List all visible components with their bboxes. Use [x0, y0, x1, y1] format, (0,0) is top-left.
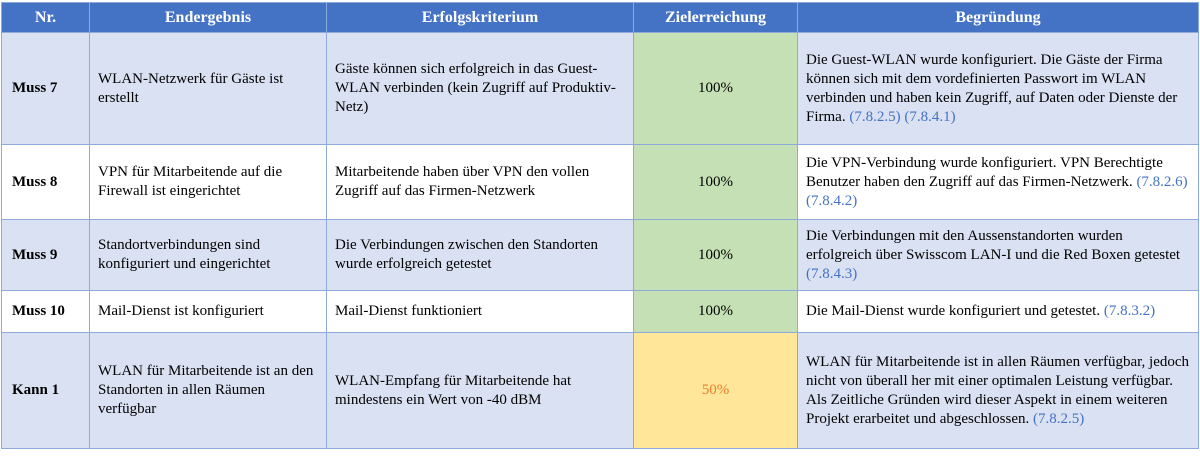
header-nr: Nr.	[1, 2, 90, 33]
row-reason: WLAN für Mitarbeitende ist in allen Räum…	[806, 353, 1190, 427]
row-result: VPN für Mitarbeitende auf die Firewall i…	[89, 144, 327, 220]
row-reason: Die Verbindungen mit den Aussenstandorte…	[806, 227, 1181, 263]
row-reason-cell: Die Guest-WLAN wurde konfiguriert. Die G…	[797, 32, 1199, 145]
row-references: (7.8.2.5)	[1033, 410, 1085, 427]
row-achievement: 100%	[633, 290, 798, 333]
row-reason-cell: Die Verbindungen mit den Aussenstandorte…	[797, 219, 1199, 291]
row-result: Mail-Dienst ist konfiguriert	[89, 290, 327, 333]
table-row: Muss 10 Mail-Dienst ist konfiguriert Mai…	[1, 290, 1199, 333]
row-criterion: Mail-Dienst funktioniert	[326, 290, 634, 333]
table-header: Nr. Endergebnis Erfolgskriterium Zielerr…	[1, 2, 1199, 33]
row-number: Muss 7	[1, 32, 90, 145]
row-references: (7.8.3.2)	[1103, 303, 1156, 319]
row-reason-cell: WLAN für Mitarbeitende ist in allen Räum…	[797, 332, 1199, 449]
row-number: Muss 10	[1, 290, 90, 333]
row-number: Muss 8	[1, 144, 90, 220]
row-achievement: 100%	[633, 32, 798, 145]
table-row: Muss 8 VPN für Mitarbeitende auf die Fir…	[1, 144, 1199, 220]
table-row: Muss 7 WLAN-Netzwerk für Gäste ist erste…	[1, 32, 1199, 145]
row-result: WLAN-Netzwerk für Gäste ist erstellt	[89, 32, 327, 145]
row-reason: Die VPN-Verbindung wurde konfiguriert. V…	[806, 154, 1163, 190]
row-achievement: 100%	[633, 219, 798, 291]
row-achievement: 50%	[633, 332, 798, 449]
row-references: (7.8.2.5) (7.8.4.1)	[849, 108, 956, 125]
row-reason-cell: Die Mail-Dienst wurde konfiguriert und g…	[797, 290, 1199, 333]
table-row: Muss 9 Standortverbindungen sind konfigu…	[1, 219, 1199, 291]
header-erfolgskriterium: Erfolgskriterium	[326, 2, 634, 33]
row-result: Standortverbindungen sind konfiguriert u…	[89, 219, 327, 291]
row-criterion: Gäste können sich erfolgreich in das Gue…	[326, 32, 634, 145]
row-achievement: 100%	[633, 144, 798, 220]
header-zielerreichung: Zielerreichung	[633, 2, 798, 33]
row-reason-cell: Die VPN-Verbindung wurde konfiguriert. V…	[797, 144, 1199, 220]
row-references: (7.8.4.3)	[806, 265, 858, 282]
row-criterion: Mitarbeitende haben über VPN den vollen …	[326, 144, 634, 220]
row-number: Kann 1	[1, 332, 90, 449]
results-table-container: Nr. Endergebnis Erfolgskriterium Zielerr…	[1, 2, 1199, 449]
results-table: Nr. Endergebnis Erfolgskriterium Zielerr…	[1, 2, 1199, 449]
row-references: (7.8.2.6) (7.8.4.2)	[806, 173, 1188, 209]
header-begruendung: Begründung	[797, 2, 1199, 33]
header-endergebnis: Endergebnis	[89, 2, 327, 33]
table-row: Kann 1 WLAN für Mitarbeitende ist an den…	[1, 332, 1199, 449]
row-criterion: WLAN-Empfang für Mitarbeitende hat minde…	[326, 332, 634, 449]
row-reason: Die Mail-Dienst wurde konfiguriert und g…	[806, 303, 1101, 319]
row-number: Muss 9	[1, 219, 90, 291]
row-reason: Die Guest-WLAN wurde konfiguriert. Die G…	[806, 51, 1178, 125]
row-result: WLAN für Mitarbeitende ist an den Stando…	[89, 332, 327, 449]
row-criterion: Die Verbindungen zwischen den Standorten…	[326, 219, 634, 291]
